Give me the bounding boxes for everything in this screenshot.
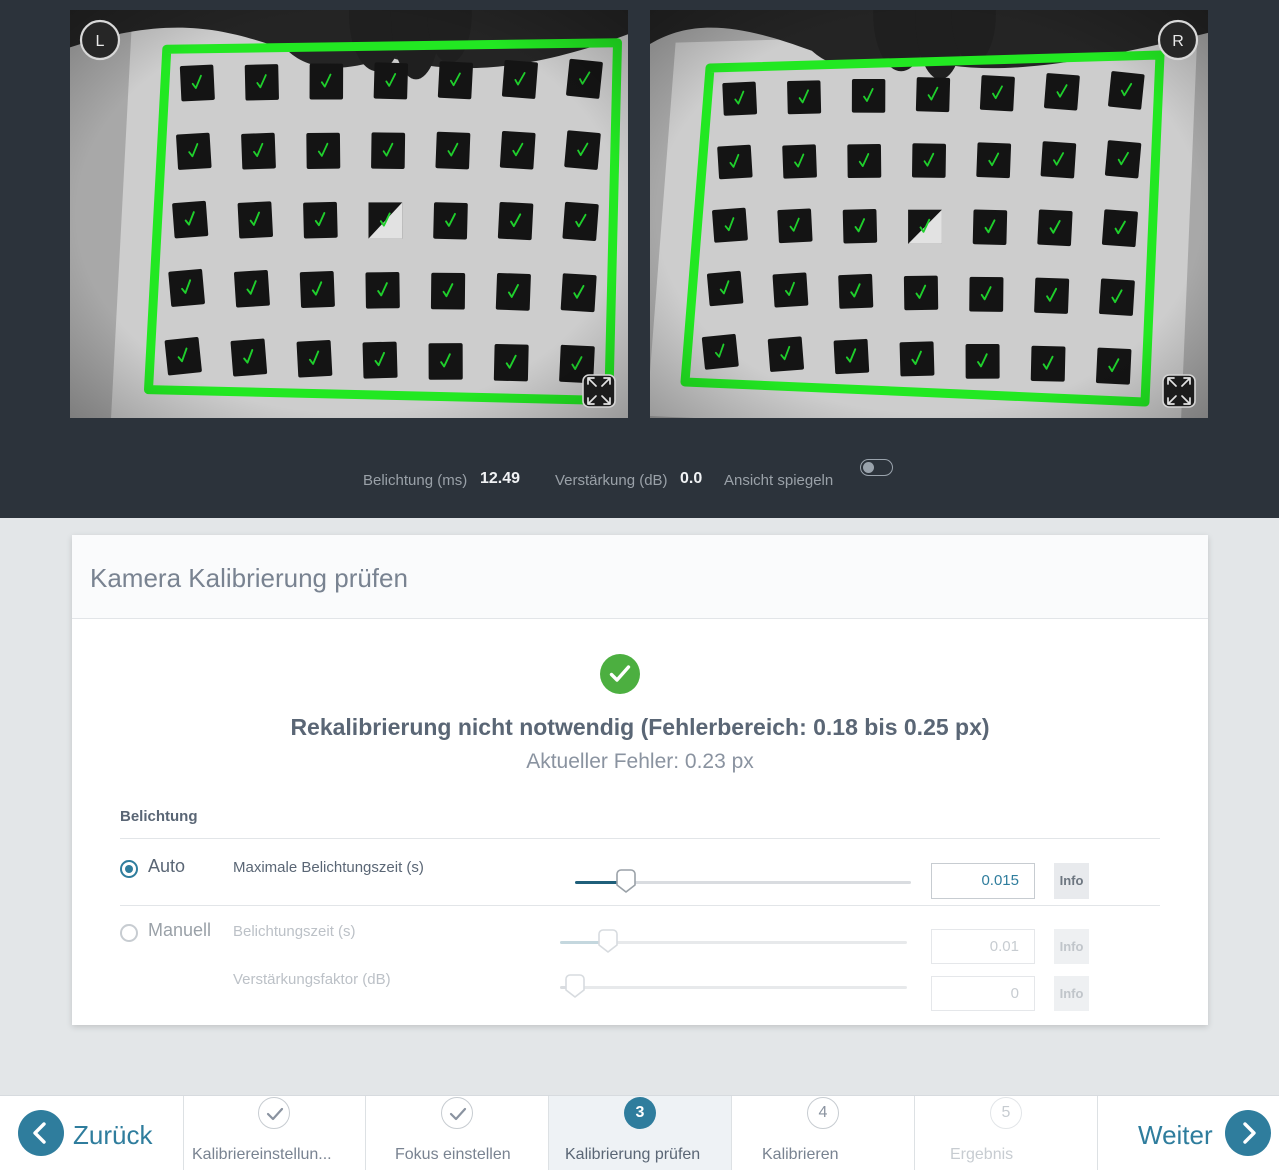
svg-text:L: L: [96, 33, 105, 50]
svg-text:R: R: [1172, 33, 1184, 50]
